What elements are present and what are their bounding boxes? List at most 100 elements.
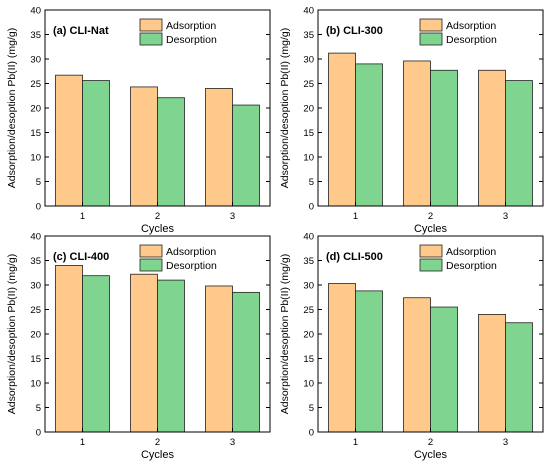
y-tick-label: 25: [303, 305, 314, 316]
chart-panel-1: 0 5 10 15 20 25 30 35 40 1 2 3 Cycles Adsorption/deso…: [6, 6, 271, 235]
legend-label-adsorption: Adsorption: [166, 246, 216, 258]
legend-label-desorption: Desorption: [166, 34, 217, 46]
bar-desorption-cycle-3: [505, 322, 533, 433]
y-tick-label: 40: [30, 232, 41, 243]
y-tick-label: 20: [303, 330, 314, 341]
y-tick-label: 15: [303, 354, 314, 365]
legend-swatch-adsorption: [419, 18, 443, 32]
legend-label-desorption: Desorption: [446, 260, 497, 272]
chart-title: (a) CLI-Nat: [53, 25, 109, 37]
y-tick-label: 5: [36, 403, 41, 414]
y-tick-label: 15: [303, 128, 314, 139]
x-tick-label: 2: [428, 437, 433, 448]
bar-adsorption-cycle-3: [205, 285, 233, 433]
x-tick-label: 2: [428, 211, 433, 222]
legend-label-adsorption: Adsorption: [446, 246, 496, 258]
y-tick-label: 10: [303, 379, 314, 390]
y-tick-label: 25: [303, 79, 314, 90]
y-tick-label: 5: [309, 177, 314, 188]
bar-desorption-cycle-3: [232, 104, 260, 207]
x-tick-label: 3: [503, 211, 508, 222]
y-tick-label: 20: [303, 104, 314, 115]
legend-swatch-adsorption: [139, 244, 163, 258]
y-tick-label: 20: [30, 104, 41, 115]
bar-adsorption-cycle-1: [328, 52, 356, 207]
y-axis-label: Adsorption/desoption Pb(II) (mg/g): [6, 28, 18, 189]
legend-label-adsorption: Adsorption: [446, 20, 496, 32]
legend-swatch-desorption: [139, 32, 163, 46]
y-tick-label: 20: [30, 330, 41, 341]
y-tick-label: 30: [30, 281, 41, 292]
bar-desorption-cycle-1: [355, 63, 383, 207]
x-tick-label: 3: [230, 211, 235, 222]
legend-label-desorption: Desorption: [166, 260, 217, 272]
y-tick-label: 0: [36, 428, 41, 439]
chart-panel-2: 0 5 10 15 20 25 30 35 40 1 2 3 Cycles Adsorption/deso…: [279, 6, 544, 235]
legend-label-adsorption: Adsorption: [166, 20, 216, 32]
bar-adsorption-cycle-3: [478, 69, 506, 207]
bar-desorption-cycle-1: [82, 275, 110, 433]
y-tick-label: 0: [309, 428, 314, 439]
chart-panel-3: 0 5 10 15 20 25 30 35 40 1 2 3 Cycles Adsorption/deso…: [6, 232, 271, 461]
x-tick-label: 3: [230, 437, 235, 448]
legend-label-desorption: Desorption: [446, 34, 497, 46]
legend-swatch-adsorption: [419, 244, 443, 258]
y-tick-label: 25: [30, 79, 41, 90]
legend-swatch-adsorption: [139, 18, 163, 32]
y-tick-label: 40: [303, 6, 314, 17]
x-axis-label: Cycles: [414, 449, 448, 461]
bar-desorption-cycle-3: [505, 80, 533, 207]
y-tick-label: 40: [30, 6, 41, 17]
x-tick-label: 1: [80, 211, 85, 222]
y-tick-label: 5: [36, 177, 41, 188]
y-tick-label: 0: [309, 202, 314, 213]
bar-adsorption-cycle-1: [328, 283, 356, 433]
bar-adsorption-cycle-2: [403, 297, 431, 433]
y-axis-label: Adsorption/desoption Pb(II) (mg/g): [279, 254, 291, 415]
y-tick-label: 35: [30, 256, 41, 267]
y-tick-label: 40: [303, 232, 314, 243]
x-axis-label: Cycles: [414, 223, 448, 235]
x-axis-label: Cycles: [141, 449, 175, 461]
bar-adsorption-cycle-3: [205, 88, 233, 207]
bar-adsorption-cycle-1: [55, 74, 83, 207]
chart-panel-4: 0 5 10 15 20 25 30 35 40 1 2 3 Cycles Adsorption/deso…: [279, 232, 544, 461]
y-tick-label: 25: [30, 305, 41, 316]
x-tick-label: 1: [353, 211, 358, 222]
y-tick-label: 10: [30, 379, 41, 390]
bar-desorption-cycle-2: [157, 279, 185, 433]
y-tick-label: 5: [309, 403, 314, 414]
bar-adsorption-cycle-1: [55, 264, 83, 433]
y-tick-label: 35: [303, 30, 314, 41]
y-tick-label: 10: [303, 153, 314, 164]
y-tick-label: 35: [303, 256, 314, 267]
bar-desorption-cycle-1: [82, 80, 110, 207]
bar-adsorption-cycle-2: [130, 86, 158, 207]
legend-swatch-desorption: [419, 32, 443, 46]
y-tick-label: 30: [30, 55, 41, 66]
bar-desorption-cycle-2: [157, 97, 185, 207]
y-tick-label: 0: [36, 202, 41, 213]
x-axis-label: Cycles: [141, 223, 175, 235]
x-tick-label: 2: [155, 437, 160, 448]
y-tick-label: 35: [30, 30, 41, 41]
chart-title: (b) CLI-300: [326, 25, 383, 37]
y-axis-label: Adsorption/desoption Pb(II) (mg/g): [279, 28, 291, 189]
bar-adsorption-cycle-2: [403, 60, 431, 207]
y-tick-label: 10: [30, 153, 41, 164]
y-tick-label: 30: [303, 55, 314, 66]
bar-desorption-cycle-1: [355, 290, 383, 433]
chart-title: (d) CLI-500: [326, 251, 383, 263]
y-tick-label: 15: [30, 128, 41, 139]
chart-title: (c) CLI-400: [53, 251, 109, 263]
x-tick-label: 2: [155, 211, 160, 222]
legend-swatch-desorption: [419, 258, 443, 272]
x-tick-label: 1: [80, 437, 85, 448]
bar-desorption-cycle-2: [430, 69, 458, 207]
legend-swatch-desorption: [139, 258, 163, 272]
bar-desorption-cycle-3: [232, 291, 260, 433]
bar-desorption-cycle-2: [430, 306, 458, 433]
x-tick-label: 1: [353, 437, 358, 448]
y-tick-label: 30: [303, 281, 314, 292]
